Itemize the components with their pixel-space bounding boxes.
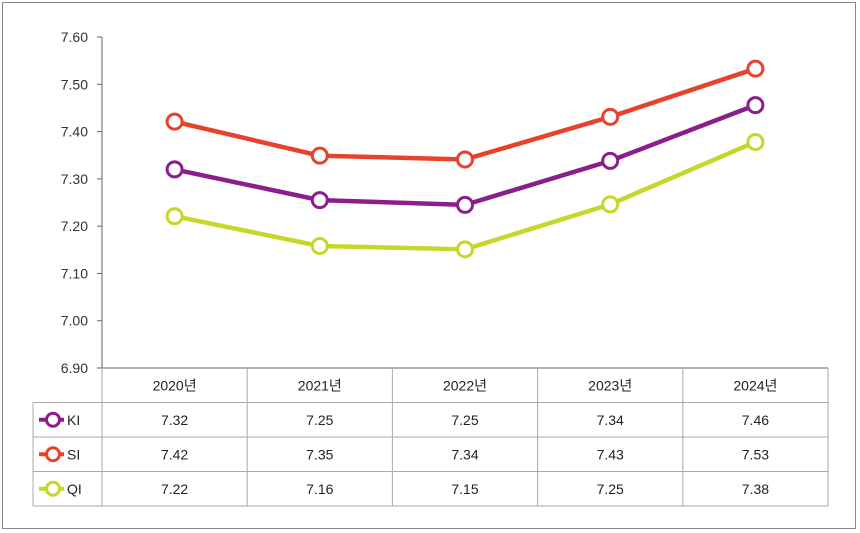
legend-label: QI [67,481,82,497]
table-value: 7.53 [742,446,769,462]
x-category-label: 2023년 [588,377,632,393]
series-line-si [172,66,758,162]
table-value: 7.15 [451,481,478,497]
table-value: 7.22 [161,481,188,497]
table-value: 7.46 [742,412,769,428]
data-point-qi [746,132,765,151]
y-tick-label: 7.10 [61,265,88,281]
x-category-label: 2020년 [153,377,197,393]
legend-marker [45,446,61,463]
y-tick-label: 7.40 [61,124,88,140]
data-point-si [746,59,765,78]
x-category-label: 2022년 [443,377,487,393]
data-point-ki [746,96,765,115]
table-value: 7.25 [451,412,478,428]
y-tick-label: 7.60 [61,29,88,45]
table-value: 7.38 [742,481,769,497]
x-category-label: 2024년 [733,377,777,393]
legend-marker [45,411,61,428]
y-tick-label: 7.50 [61,76,88,92]
data-point-qi [165,207,184,226]
data-point-ki [310,191,329,210]
y-tick-label: 7.00 [61,313,88,329]
data-point-qi [601,195,620,214]
data-point-ki [165,160,184,179]
legend-label: KI [67,412,80,428]
table-value: 7.32 [161,412,188,428]
data-point-si [165,112,184,131]
table-value: 7.25 [597,481,624,497]
y-tick-label: 6.90 [61,360,88,376]
data-point-qi [310,237,329,256]
legend-marker [45,480,61,497]
data-point-si [601,107,620,126]
y-tick-label: 7.30 [61,171,88,187]
data-point-ki [456,195,474,214]
data-point-qi [456,240,474,259]
x-category-label: 2021년 [298,377,342,393]
table-value: 7.42 [161,446,188,462]
table-value: 7.25 [306,412,333,428]
y-tick-label: 7.20 [61,218,88,234]
data-point-si [310,146,329,165]
data-point-si [456,150,474,169]
data-point-ki [601,151,620,170]
table-value: 7.34 [597,412,624,428]
table-value: 7.43 [597,446,624,462]
table-value: 7.34 [451,446,478,462]
table-value: 7.35 [306,446,333,462]
table-value: 7.16 [306,481,333,497]
legend-label: SI [67,446,80,462]
